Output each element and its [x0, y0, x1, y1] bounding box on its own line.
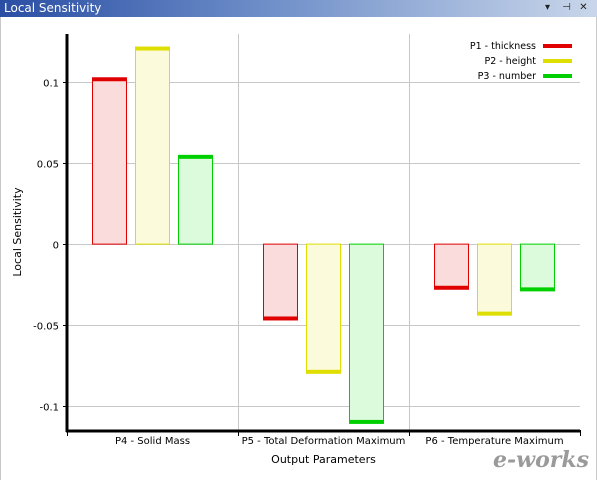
bar-2	[477, 243, 512, 315]
bar-value-marker	[434, 285, 469, 290]
y-tick-label: 0.05	[37, 160, 59, 171]
bar-3	[178, 156, 213, 245]
legend-label: P1 - thickness	[470, 41, 536, 52]
bar-1	[434, 243, 469, 289]
bar-value-marker	[306, 369, 341, 374]
x-category-label: P4 - Solid Mass	[115, 436, 190, 447]
legend-swatch	[543, 59, 572, 63]
bar-3	[349, 243, 384, 423]
pin-icon[interactable]: ⊣	[562, 2, 571, 13]
legend-swatch	[543, 44, 572, 48]
x-axis-title: Output Parameters	[271, 453, 376, 466]
bar-value-marker	[135, 46, 170, 51]
y-tick-label: 0	[53, 241, 59, 252]
y-tick-label: -0.1	[39, 403, 59, 414]
y-tick-label: -0.05	[33, 322, 59, 333]
x-category-label: P5 - Total Deformation Maximum	[242, 436, 406, 447]
y-tick-label: 0.1	[43, 79, 59, 90]
legend-swatch	[543, 74, 572, 78]
bar-1	[263, 243, 298, 319]
bar-value-marker	[263, 316, 298, 321]
bar-value-marker	[92, 77, 127, 82]
window-titlebar: Local Sensitivity ▾ ⊣ ✕	[0, 0, 597, 17]
legend-label: P2 - height	[484, 56, 536, 67]
bar-value-marker	[349, 419, 384, 424]
bar-1	[92, 78, 127, 245]
watermark-logo: e-works	[493, 447, 589, 473]
bar-2	[135, 48, 170, 245]
dropdown-icon[interactable]: ▾	[544, 2, 551, 13]
bar-2	[306, 243, 341, 373]
bar-3	[520, 243, 555, 290]
close-icon[interactable]: ✕	[579, 2, 588, 13]
window-title: Local Sensitivity	[4, 1, 102, 15]
x-category-label: P6 - Temperature Maximum	[425, 436, 563, 447]
bar-value-marker	[178, 154, 213, 159]
y-axis-title: Local Sensitivity	[11, 187, 24, 277]
bar-value-marker	[520, 287, 555, 292]
bar-value-marker	[477, 311, 512, 316]
legend-label: P3 - number	[478, 71, 536, 82]
